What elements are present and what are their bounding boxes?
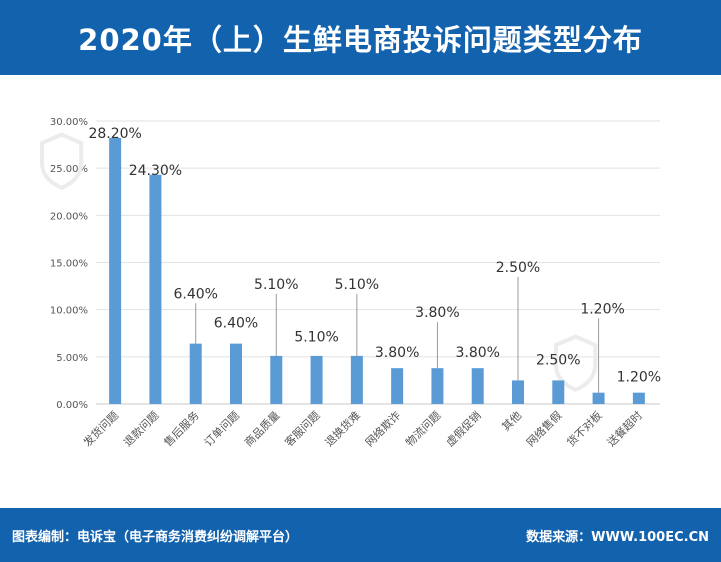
x-category-label: 货不对板	[564, 408, 605, 449]
data-label: 3.80%	[415, 305, 459, 321]
y-tick-label: 5.00%	[56, 353, 88, 364]
chart-area: 0.00% 5.00% 10.00% 15.00% 20.00% 25.00% 30.00%…	[0, 75, 721, 508]
x-category-label: 其他	[499, 409, 524, 434]
x-category-label: 订单问题	[202, 409, 242, 449]
bar-5	[270, 355, 283, 404]
y-tick-label: 15.00%	[50, 259, 88, 270]
x-category-label: 网络欺诈	[362, 408, 403, 449]
data-label: 3.80%	[375, 345, 419, 361]
y-tick-label: 20.00%	[50, 211, 88, 222]
y-tick-label: 0.00%	[56, 400, 88, 411]
bar-6	[310, 355, 323, 404]
bar-1	[109, 137, 122, 405]
y-tick-label: 10.00%	[50, 306, 88, 317]
bar-chart: 0.00% 5.00% 10.00% 15.00% 20.00% 25.00% 30.00%…	[40, 117, 661, 449]
data-label: 24.30%	[129, 163, 182, 179]
x-category-label: 虚假促销	[443, 408, 484, 449]
bar-7	[350, 355, 363, 404]
watermark-shield-icon	[40, 132, 84, 190]
data-label: 5.10%	[294, 330, 338, 346]
footer-source: 数据来源：WWW.100EC.CN	[526, 529, 709, 545]
data-label: 2.50%	[496, 260, 540, 276]
bar-3	[189, 343, 202, 404]
x-category-label: 网络售假	[523, 408, 564, 449]
watermark-shield-icon	[554, 334, 598, 392]
data-label: 28.20%	[88, 126, 141, 142]
bar-10	[471, 368, 484, 404]
data-label: 3.80%	[455, 345, 499, 361]
data-label: 6.40%	[214, 316, 258, 332]
y-tick-label: 30.00%	[50, 117, 88, 128]
data-label: 5.10%	[254, 277, 298, 293]
x-category-label: 退换货难	[322, 408, 363, 449]
x-category-label: 售后服务	[161, 408, 202, 449]
x-category-label: 送餐超时	[604, 408, 645, 449]
data-label: 1.20%	[617, 369, 661, 385]
bar-2	[149, 174, 162, 404]
data-label: 6.40%	[173, 286, 217, 302]
x-category-label: 商品质量	[241, 408, 282, 449]
bar-12	[552, 380, 565, 404]
footer-credit: 图表编制：电诉宝（电子商务消费纠纷调解平台）	[12, 529, 299, 545]
x-category-label: 退款问题	[121, 408, 162, 449]
bar-13	[592, 392, 605, 404]
page-title: 2020年（上）生鲜电商投诉问题类型分布	[78, 22, 643, 57]
x-category-label: 物流问题	[403, 408, 444, 449]
title-bar: 2020年（上）生鲜电商投诉问题类型分布	[0, 0, 721, 75]
x-category-label: 客服问题	[282, 408, 323, 449]
bar-4	[230, 343, 242, 404]
data-label: 1.20%	[580, 301, 624, 317]
bar-9	[431, 368, 444, 404]
footer-bar: 图表编制：电诉宝（电子商务消费纠纷调解平台） 数据来源：WWW.100EC.CN	[0, 508, 721, 562]
data-label: 2.50%	[536, 352, 580, 368]
bar-8	[391, 368, 404, 404]
data-label: 5.10%	[335, 277, 379, 293]
bar-14	[632, 392, 645, 404]
x-category-label: 发货问题	[80, 408, 121, 449]
bar-11	[512, 380, 524, 404]
y-tick-label: 25.00%	[50, 164, 88, 175]
